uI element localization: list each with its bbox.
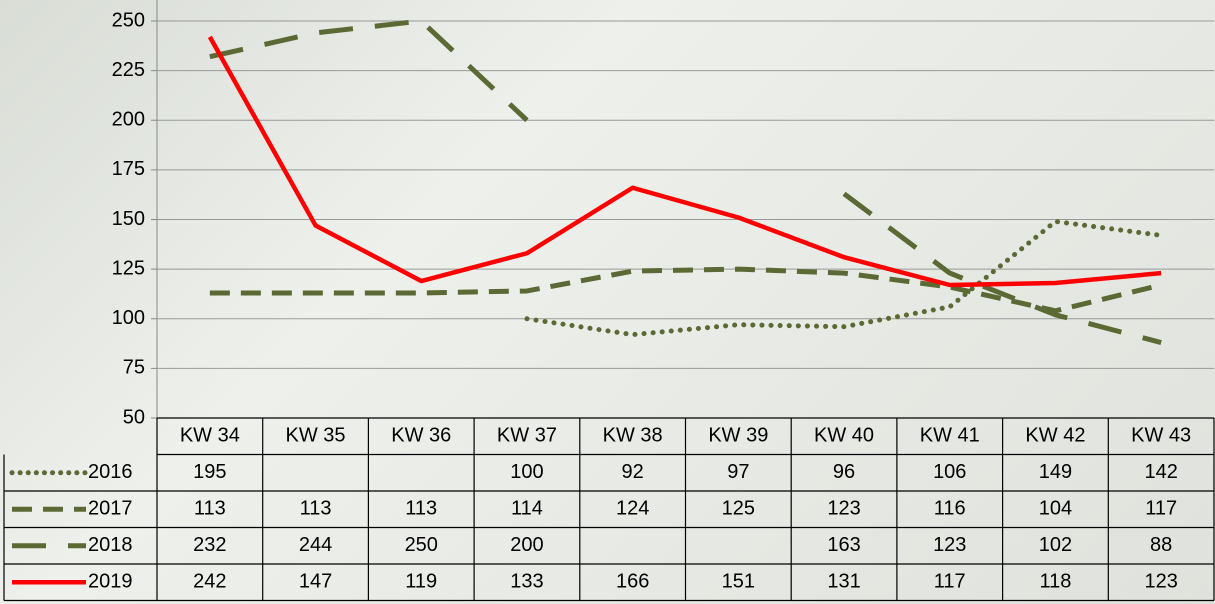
table-value: 114 [511, 498, 543, 520]
table-value: 102 [1039, 534, 1072, 556]
x-tick-label: KW 35 [286, 425, 346, 447]
table-value: 100 [510, 461, 543, 483]
x-tick-label: KW 41 [920, 425, 980, 447]
table-value: 104 [1039, 498, 1072, 520]
series-line [210, 37, 1161, 285]
table-value: 133 [510, 571, 543, 593]
table-value: 123 [827, 498, 860, 520]
table-value: 88 [1150, 534, 1172, 556]
x-tick-label: KW 39 [708, 425, 768, 447]
series-line [210, 269, 1161, 311]
table-value: 250 [405, 534, 438, 556]
table-value: 123 [933, 534, 966, 556]
chart: 50 75 100 125 150 175 200 225 250 KW 34 KW 35 KW 36… [0, 0, 1215, 604]
y-tick-label: 225 [112, 59, 145, 81]
x-tick-label: KW 38 [603, 425, 663, 447]
y-tick-label: 200 [112, 109, 145, 131]
legend-label: 2016 [88, 461, 133, 483]
table-value: 163 [827, 534, 860, 556]
table-value: 147 [299, 571, 332, 593]
y-tick-label: 250 [112, 9, 145, 31]
y-tick-label: 125 [112, 257, 145, 279]
x-tick-label: KW 36 [391, 425, 451, 447]
table-value: 142 [1144, 461, 1177, 483]
table-value: 200 [510, 534, 543, 556]
table-value: 113 [405, 498, 437, 520]
y-tick-label: 75 [123, 357, 145, 379]
table-value: 96 [833, 461, 855, 483]
table-value: 131 [827, 571, 860, 593]
legend-label: 2018 [88, 534, 133, 556]
table-value: 97 [727, 461, 749, 483]
table-value: 244 [299, 534, 332, 556]
x-tick-label: KW 34 [180, 425, 240, 447]
x-tick-label: KW 37 [497, 425, 557, 447]
table-value: 242 [193, 571, 226, 593]
table-value: 117 [1145, 498, 1177, 520]
table-value: 118 [1040, 571, 1072, 593]
table-value: 106 [933, 461, 966, 483]
table-value: 116 [934, 498, 966, 520]
x-tick-label: KW 43 [1131, 425, 1191, 447]
y-tick-label: 150 [112, 208, 145, 230]
table-value: 124 [616, 498, 649, 520]
legend-label: 2017 [88, 498, 133, 520]
table-value: 123 [1144, 571, 1177, 593]
y-tick-label: 175 [112, 158, 145, 180]
table-value: 113 [194, 498, 226, 520]
table-value: 117 [934, 571, 966, 593]
y-tick-label: 100 [112, 307, 145, 329]
table-value: 166 [616, 571, 649, 593]
x-tick-label: KW 42 [1025, 425, 1085, 447]
table-value: 125 [722, 498, 755, 520]
x-tick-label: KW 40 [814, 425, 874, 447]
table-value: 151 [722, 571, 755, 593]
y-tick-label: 50 [123, 406, 145, 428]
table-value: 119 [405, 571, 437, 593]
table-value: 195 [193, 461, 226, 483]
table-value: 92 [622, 461, 644, 483]
table-value: 232 [193, 534, 226, 556]
table-value: 113 [300, 498, 332, 520]
table-value: 149 [1039, 461, 1072, 483]
legend-label: 2019 [88, 571, 133, 593]
